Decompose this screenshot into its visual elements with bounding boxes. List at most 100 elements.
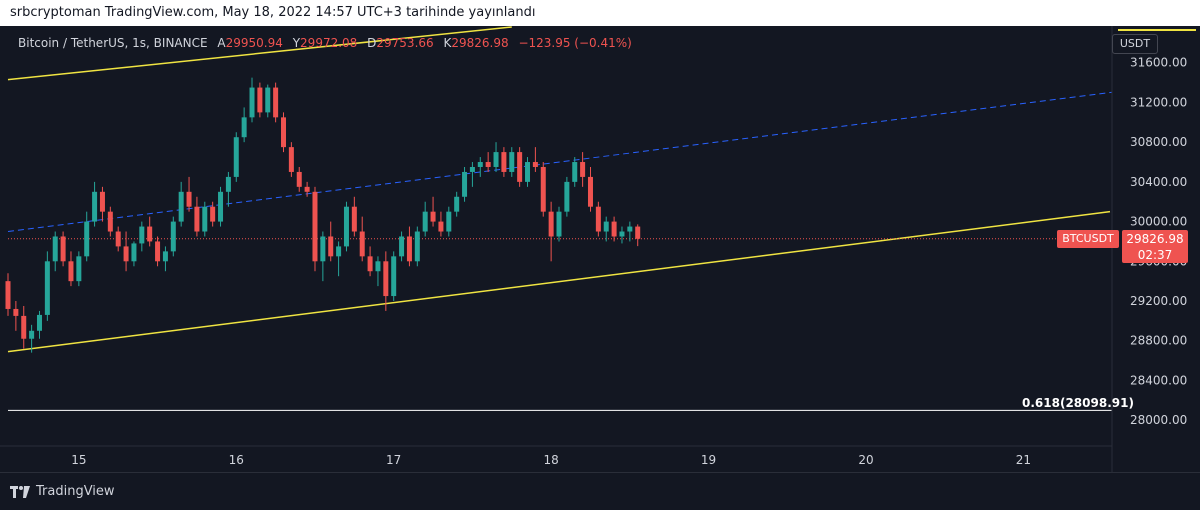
brand-name: TradingView — [36, 484, 115, 499]
candle-body — [501, 152, 507, 172]
candle-body — [288, 147, 294, 172]
candle-body — [454, 196, 460, 212]
currency-selector[interactable]: USDT — [1112, 34, 1158, 54]
candle-body — [60, 236, 66, 262]
time-tick-label: 20 — [858, 453, 873, 467]
candle-body — [485, 162, 491, 167]
legend-low-label: D — [367, 36, 377, 50]
chart-legend: Bitcoin / TetherUS, 1s, BINANCE A29950.9… — [18, 36, 632, 50]
candle-body — [635, 226, 641, 239]
candle-body — [540, 166, 546, 212]
legend-open-label: A — [217, 36, 226, 50]
legend-open-value: 29950.94 — [225, 36, 283, 50]
last-price-value: 29826.98 — [1126, 231, 1184, 246]
candle-body — [556, 211, 562, 237]
candle-body — [493, 152, 499, 167]
candle-body — [162, 251, 168, 262]
symbol-price-tag: BTCUSDT — [1057, 229, 1119, 248]
price-tick-label: 28400.00 — [1130, 373, 1187, 387]
candle-body — [391, 256, 397, 297]
legend-close-value: 29826.98 — [451, 36, 509, 50]
candle-body — [44, 261, 50, 315]
candle-body — [107, 211, 113, 232]
time-tick-label: 18 — [543, 453, 558, 467]
candle-body — [147, 226, 153, 242]
time-tick-label: 16 — [229, 453, 244, 467]
candle-body — [438, 221, 444, 232]
candle-body — [430, 211, 436, 222]
candle-body — [131, 243, 137, 262]
time-tick-label: 21 — [1016, 453, 1031, 467]
candle-body — [627, 226, 633, 232]
candle-body — [29, 330, 35, 339]
footer-bar: TradingView — [0, 472, 1200, 510]
legend-high-label: Y — [292, 36, 301, 50]
candle-body — [611, 221, 617, 237]
candle-body — [123, 246, 129, 262]
candle-body — [367, 256, 373, 272]
candle-body — [76, 256, 82, 282]
candle-body — [84, 221, 90, 257]
price-tick-label: 30800.00 — [1130, 135, 1187, 149]
tradingview-brand[interactable]: TradingView — [10, 484, 115, 499]
tradingview-logo-icon — [10, 485, 30, 498]
candle-body — [139, 226, 145, 244]
candle-body — [225, 176, 231, 192]
candle-body — [422, 211, 428, 232]
candle-body — [517, 152, 523, 182]
candle-body — [320, 236, 326, 262]
legend-symbol[interactable]: Bitcoin / TetherUS, 1s, BINANCE — [18, 36, 208, 50]
candle-body — [21, 315, 27, 339]
candle-body — [351, 206, 357, 232]
candle-body — [383, 261, 389, 297]
candle-body — [186, 191, 192, 207]
candle-body — [572, 162, 578, 182]
candle-body — [13, 308, 19, 316]
candle-body — [469, 166, 475, 172]
price-tick-label: 28000.00 — [1130, 413, 1187, 427]
price-tick-label: 30000.00 — [1130, 215, 1187, 229]
candle-body — [115, 231, 121, 247]
candle-body — [375, 261, 381, 272]
candle-body — [446, 211, 452, 232]
candle-body — [5, 281, 11, 309]
legend-change: −123.95 (−0.41%) — [518, 36, 632, 50]
published-text: srbcryptoman TradingView.com, May 18, 20… — [10, 5, 536, 20]
time-axis-layer: 15 16 17 18 19 20 21 — [0, 445, 1112, 467]
candle-body — [218, 191, 224, 222]
candle-body — [414, 231, 420, 262]
price-tick-label: 29200.00 — [1130, 294, 1187, 308]
candle-body — [68, 261, 74, 282]
bar-countdown: 02:37 — [1137, 247, 1173, 262]
time-tick-label: 15 — [71, 453, 86, 467]
candle-body — [257, 87, 263, 113]
candle-body — [336, 246, 342, 257]
price-tick-label: 31600.00 — [1130, 56, 1187, 70]
candles-layer — [5, 26, 1158, 411]
candle-body — [249, 87, 255, 118]
price-tick-label: 28800.00 — [1130, 334, 1187, 348]
candle-body — [343, 206, 349, 247]
candle-body — [296, 171, 302, 187]
legend-low-value: 29753.66 — [376, 36, 434, 50]
candle-body — [52, 236, 58, 262]
channel-lower-line — [7, 210, 1111, 353]
candle-body — [210, 206, 216, 222]
candle-body — [477, 162, 483, 167]
candle-body — [99, 191, 105, 212]
candle-body — [155, 241, 161, 262]
candle-body — [170, 221, 176, 252]
candle-body — [273, 87, 279, 118]
legend-high-value: 29972.08 — [300, 36, 358, 50]
candle-body — [265, 87, 271, 113]
legend-close-label: K — [443, 36, 452, 50]
candle-body — [525, 162, 531, 182]
candle-body — [532, 162, 538, 167]
last-price-tag: 29826.98 02:37 — [1122, 229, 1188, 263]
fib-level-label[interactable]: 0.618(28098.91) — [1022, 396, 1134, 411]
candle-body — [281, 117, 286, 148]
candle-body — [312, 191, 318, 262]
candle-body — [406, 236, 412, 262]
